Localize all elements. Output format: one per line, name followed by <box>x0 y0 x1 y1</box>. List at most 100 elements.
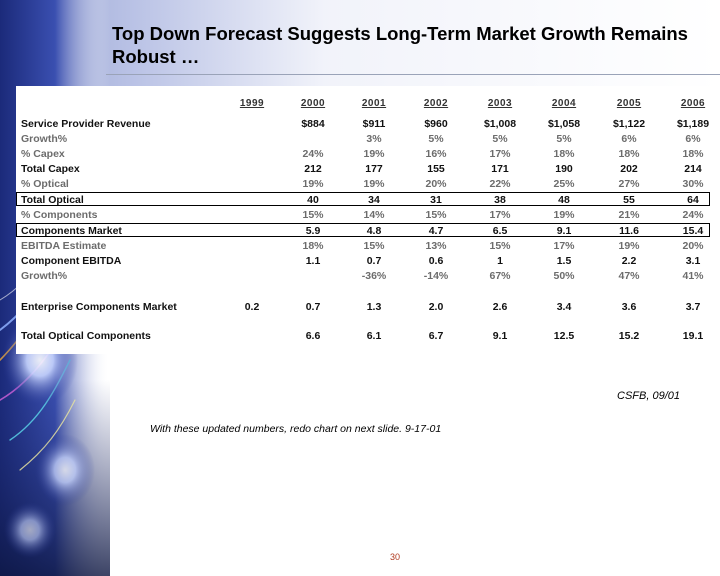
table-cell: 13% <box>425 240 447 252</box>
table-cell: 34 <box>368 194 380 206</box>
table-cell: 1.1 <box>305 255 321 267</box>
year-header: 1999 <box>239 98 265 109</box>
table-cell: 0.7 <box>366 255 382 267</box>
table-cell: $884 <box>301 118 325 130</box>
table-cell: 6.6 <box>305 330 321 342</box>
table-cell: 3% <box>366 133 382 145</box>
year-header: 2006 <box>680 98 706 109</box>
table-cell: 14% <box>363 209 385 221</box>
table-cell: $1,122 <box>612 118 646 130</box>
table-cell: $911 <box>362 118 386 130</box>
year-header: 2000 <box>300 98 326 109</box>
table-cell: 5% <box>428 133 444 145</box>
table-cell: 24% <box>682 209 704 221</box>
table-cell: 25% <box>553 178 575 190</box>
table-cell: 19% <box>302 178 324 190</box>
table-cell: -14% <box>423 270 449 282</box>
table-cell: -36% <box>361 270 387 282</box>
table-cell <box>220 117 284 131</box>
table-cell: 18% <box>302 240 324 252</box>
table-cell: $960 <box>424 118 448 130</box>
table-cell: 15.4 <box>682 225 704 237</box>
table-cell: 0.6 <box>428 255 444 267</box>
table-cell: 18% <box>618 148 640 160</box>
table-cell: 20% <box>682 240 704 252</box>
page-number: 30 <box>389 552 400 562</box>
table-cell: 15% <box>363 240 385 252</box>
row-label: Service Provider Revenue <box>21 118 151 130</box>
table-cell: 17% <box>553 240 575 252</box>
row-label: EBITDA Estimate <box>21 240 107 252</box>
table-cell: 6.5 <box>492 225 508 237</box>
row-label: Component EBITDA <box>21 255 122 267</box>
row-label: % Optical <box>21 178 69 190</box>
table-cell <box>281 269 345 283</box>
table-cell <box>220 254 284 268</box>
table-cell <box>220 132 284 146</box>
table-cell: 18% <box>553 148 575 160</box>
table-cell: 202 <box>620 163 638 175</box>
highlight-box <box>16 223 710 237</box>
table-cell: $1,058 <box>547 118 581 130</box>
table-cell: 19% <box>363 178 385 190</box>
table-cell: 15.2 <box>618 330 640 342</box>
table-cell: 4.8 <box>366 225 382 237</box>
table-cell: 6.1 <box>366 330 382 342</box>
table-cell: 177 <box>365 163 383 175</box>
table-cell: 6.7 <box>428 330 444 342</box>
table-cell: 21% <box>618 209 640 221</box>
table-cell: 19.1 <box>682 330 704 342</box>
table-cell: 27% <box>618 178 640 190</box>
table-cell: 5.9 <box>305 225 321 237</box>
table-cell <box>220 162 284 176</box>
table-cell: 3.6 <box>621 301 637 313</box>
table-cell: 2.0 <box>428 301 444 313</box>
table-cell: 31 <box>430 194 442 206</box>
table-cell: 15% <box>489 240 511 252</box>
table-cell <box>281 132 345 146</box>
table-cell: 3.7 <box>685 301 701 313</box>
table-cell: 1 <box>497 255 503 267</box>
table-cell: 1.5 <box>556 255 572 267</box>
table-cell: 41% <box>682 270 704 282</box>
table-cell: 155 <box>427 163 445 175</box>
slide-title: Top Down Forecast Suggests Long-Term Mar… <box>112 23 688 67</box>
table-cell <box>220 193 284 207</box>
table-cell: 64 <box>687 194 699 206</box>
forecast-table <box>16 86 714 354</box>
table-cell: 19% <box>553 209 575 221</box>
row-label: % Components <box>21 209 98 221</box>
row-label: % Capex <box>21 148 65 160</box>
table-cell: 17% <box>489 148 511 160</box>
table-cell <box>220 239 284 253</box>
title-divider <box>106 74 720 75</box>
year-header: 2002 <box>423 98 449 109</box>
table-cell: 47% <box>618 270 640 282</box>
table-cell: 3.4 <box>556 301 572 313</box>
table-cell: 0.2 <box>244 301 260 313</box>
table-cell: 3.1 <box>685 255 701 267</box>
table-cell: 55 <box>623 194 635 206</box>
table-cell: 38 <box>494 194 506 206</box>
table-cell: 16% <box>425 148 447 160</box>
table-cell: 48 <box>558 194 570 206</box>
table-cell: 19% <box>363 148 385 160</box>
table-cell: $1,008 <box>483 118 517 130</box>
table-cell <box>220 224 284 238</box>
row-label: Components Market <box>21 225 122 237</box>
table-cell: 15% <box>425 209 447 221</box>
year-header: 2005 <box>616 98 642 109</box>
table-cell: 6% <box>685 133 701 145</box>
table-cell: 40 <box>307 194 319 206</box>
table-cell: 214 <box>684 163 702 175</box>
table-cell: 18% <box>682 148 704 160</box>
table-cell: $1,189 <box>676 118 710 130</box>
revision-note: With these updated numbers, redo chart o… <box>150 423 442 435</box>
row-label: Total Capex <box>21 163 80 175</box>
table-cell: 12.5 <box>553 330 575 342</box>
table-cell: 9.1 <box>556 225 572 237</box>
table-cell: 30% <box>682 178 704 190</box>
year-header: 2003 <box>487 98 513 109</box>
table-cell: 190 <box>555 163 573 175</box>
table-cell: 5% <box>492 133 508 145</box>
